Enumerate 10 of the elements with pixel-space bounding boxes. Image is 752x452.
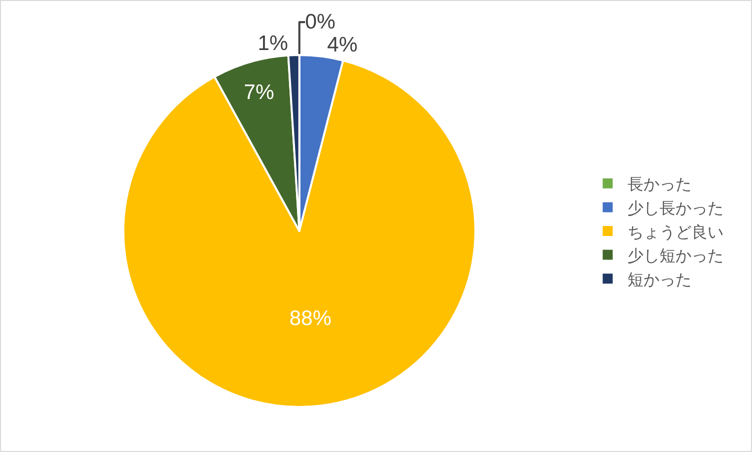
data-label: 4%	[327, 34, 358, 57]
data-label: 88%	[289, 306, 332, 330]
legend-label: 長かった	[628, 174, 692, 194]
legend-label: 短かった	[628, 270, 692, 289]
legend-label: 少し短かった	[628, 246, 724, 266]
legend-label: 少し長かった	[628, 198, 724, 218]
data-label: 7%	[244, 80, 274, 104]
data-label: 1%	[258, 32, 288, 56]
text: 0%	[305, 10, 336, 34]
legend-label: ちょうど良い	[628, 222, 724, 242]
